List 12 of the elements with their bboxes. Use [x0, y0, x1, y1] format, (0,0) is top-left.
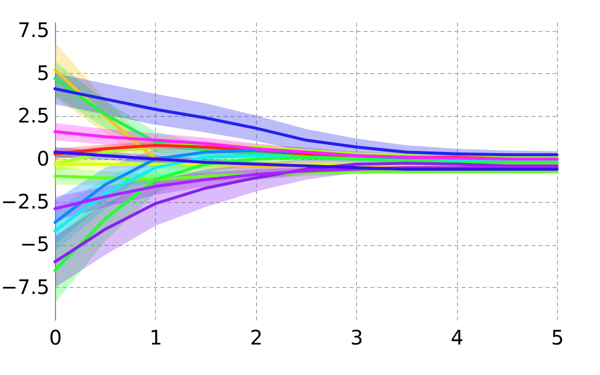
y-tick-label: −7.5 — [0, 274, 50, 299]
y-tick-label: −2.5 — [0, 189, 50, 214]
x-tick-label: 2 — [250, 326, 263, 350]
x-tick-label: 3 — [350, 326, 364, 350]
x-tick-label: 5 — [551, 326, 564, 350]
y-tick-label: −5 — [20, 232, 50, 256]
y-tick-label: 7.5 — [18, 18, 50, 42]
y-tick-label: 5 — [36, 60, 50, 85]
y-tick-label: 2.5 — [18, 104, 50, 128]
x-tick-label: 4 — [450, 326, 464, 350]
x-tick-label: 1 — [150, 326, 162, 350]
y-tick-label: 0 — [36, 146, 50, 171]
